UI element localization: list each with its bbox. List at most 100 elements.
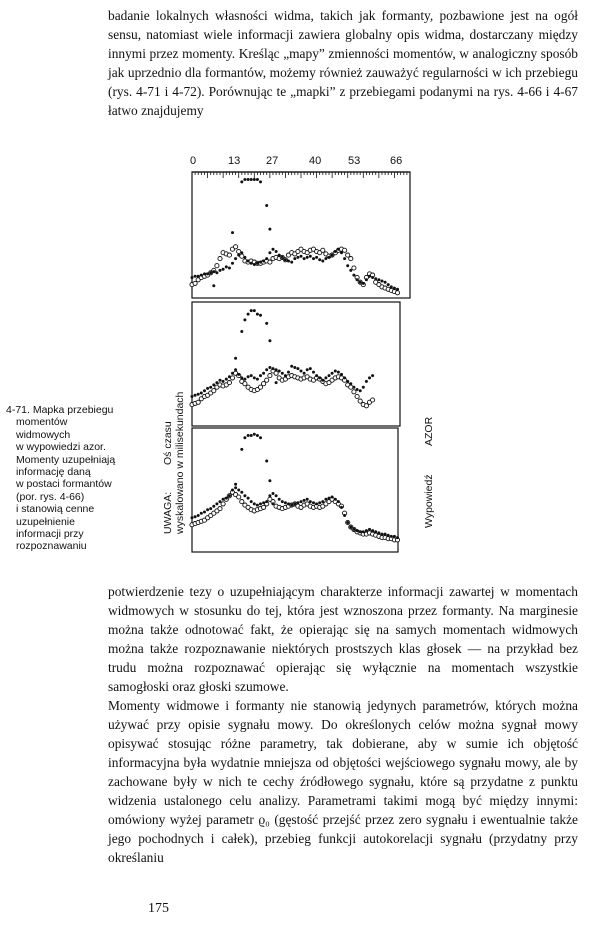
data-point-filled: [277, 497, 281, 501]
figure-caption: 4-71. Mapka przebiegu momentów widmowych…: [6, 404, 156, 553]
data-point-filled: [265, 257, 269, 261]
data-point-filled: [221, 379, 225, 383]
data-point-filled: [346, 264, 350, 268]
data-point-filled: [324, 257, 328, 261]
data-point-filled: [199, 511, 203, 515]
data-point-filled: [227, 494, 231, 498]
data-point-filled: [255, 377, 259, 381]
data-point-filled: [355, 529, 359, 533]
data-point-open: [342, 247, 348, 253]
data-point-filled: [246, 496, 250, 500]
data-point-filled: [364, 278, 368, 282]
data-point-filled: [243, 318, 247, 322]
data-point-filled: [265, 204, 269, 207]
data-point-filled: [321, 500, 325, 504]
data-point-filled: [199, 273, 203, 277]
data-point-filled: [190, 276, 194, 279]
data-point-filled: [231, 261, 234, 265]
data-point-filled: [287, 370, 290, 374]
paragraph-2-text: potwierdzenie tezy o uzupełniającym char…: [108, 584, 578, 694]
data-point-filled: [349, 268, 353, 272]
data-point-filled: [252, 376, 256, 380]
data-point-filled: [368, 274, 371, 278]
data-point-open: [257, 384, 264, 390]
data-point-filled: [283, 258, 287, 262]
data-point-filled: [206, 272, 210, 276]
data-point-filled: [193, 393, 197, 397]
data-point-filled: [312, 257, 315, 261]
note-label-uwaga: UWAGA:: [162, 492, 174, 534]
data-point-filled: [371, 529, 375, 533]
caption-line: informacji przy: [16, 528, 84, 541]
data-point-open: [264, 377, 270, 383]
data-point-open: [370, 397, 376, 403]
data-point-filled: [290, 364, 294, 368]
tick-label: 0: [190, 155, 196, 167]
data-point-filled: [249, 434, 253, 437]
data-point-filled: [246, 375, 250, 379]
tick-label: 66: [390, 155, 402, 167]
data-point-open: [354, 393, 360, 400]
data-point-filled: [283, 501, 287, 505]
data-point-filled: [259, 313, 262, 317]
data-point-filled: [283, 374, 287, 378]
data-point-filled: [396, 536, 399, 540]
moments-map-figure: 0 13 27 40 53 66 UWAGA: Oś czasu wyskalo…: [162, 155, 435, 553]
data-point-filled: [262, 371, 266, 375]
data-point-filled: [287, 259, 290, 263]
data-point-filled: [243, 377, 247, 381]
data-point-filled: [358, 530, 362, 534]
data-point-filled: [290, 260, 294, 264]
data-point-filled: [231, 231, 234, 235]
data-point-filled: [352, 527, 356, 531]
data-point-filled: [315, 502, 319, 506]
data-point-filled: [240, 180, 244, 184]
data-point-filled: [249, 178, 253, 181]
data-point-filled: [296, 255, 300, 259]
data-point-open: [195, 399, 201, 405]
data-point-filled: [355, 388, 359, 391]
data-point-filled: [312, 370, 315, 374]
data-point-filled: [330, 371, 334, 375]
paragraph-2: potwierdzenie tezy o uzupełniającym char…: [108, 582, 578, 867]
data-point-filled: [368, 376, 371, 380]
data-point-filled: [364, 529, 368, 533]
data-point-filled: [259, 374, 262, 378]
data-point-filled: [252, 432, 256, 436]
data-point-filled: [371, 374, 375, 378]
data-point-filled: [346, 379, 350, 383]
data-point-filled: [361, 530, 365, 534]
data-point-filled: [215, 381, 219, 385]
data-point-open: [348, 256, 354, 262]
data-point-filled: [271, 247, 275, 251]
data-point-filled: [340, 505, 343, 509]
data-point-filled: [305, 368, 309, 372]
data-point-filled: [355, 278, 359, 282]
data-point-filled: [240, 251, 244, 255]
data-point-filled: [209, 507, 213, 511]
data-point-open: [233, 244, 239, 250]
data-point-filled: [246, 312, 250, 316]
data-point-filled: [361, 281, 365, 285]
data-point-open: [394, 290, 401, 296]
data-point-filled: [212, 284, 216, 288]
data-point-filled: [315, 255, 319, 259]
data-point-filled: [249, 261, 253, 265]
data-point-open: [261, 381, 267, 387]
data-point-filled: [259, 260, 262, 264]
data-point-filled: [268, 494, 272, 498]
data-point-filled: [333, 369, 337, 373]
data-point-filled: [190, 395, 194, 398]
data-point-filled: [268, 366, 272, 369]
data-point-filled: [312, 501, 315, 505]
data-point-filled: [389, 534, 393, 538]
data-point-filled: [333, 250, 337, 253]
data-point-filled: [227, 375, 231, 379]
data-point-open: [217, 256, 223, 262]
panel-frame-1: [191, 171, 411, 299]
data-point-filled: [315, 374, 319, 378]
data-point-filled: [302, 371, 306, 375]
data-point-filled: [234, 486, 238, 490]
caption-line: momentów: [16, 416, 68, 429]
data-point-filled: [240, 490, 244, 494]
